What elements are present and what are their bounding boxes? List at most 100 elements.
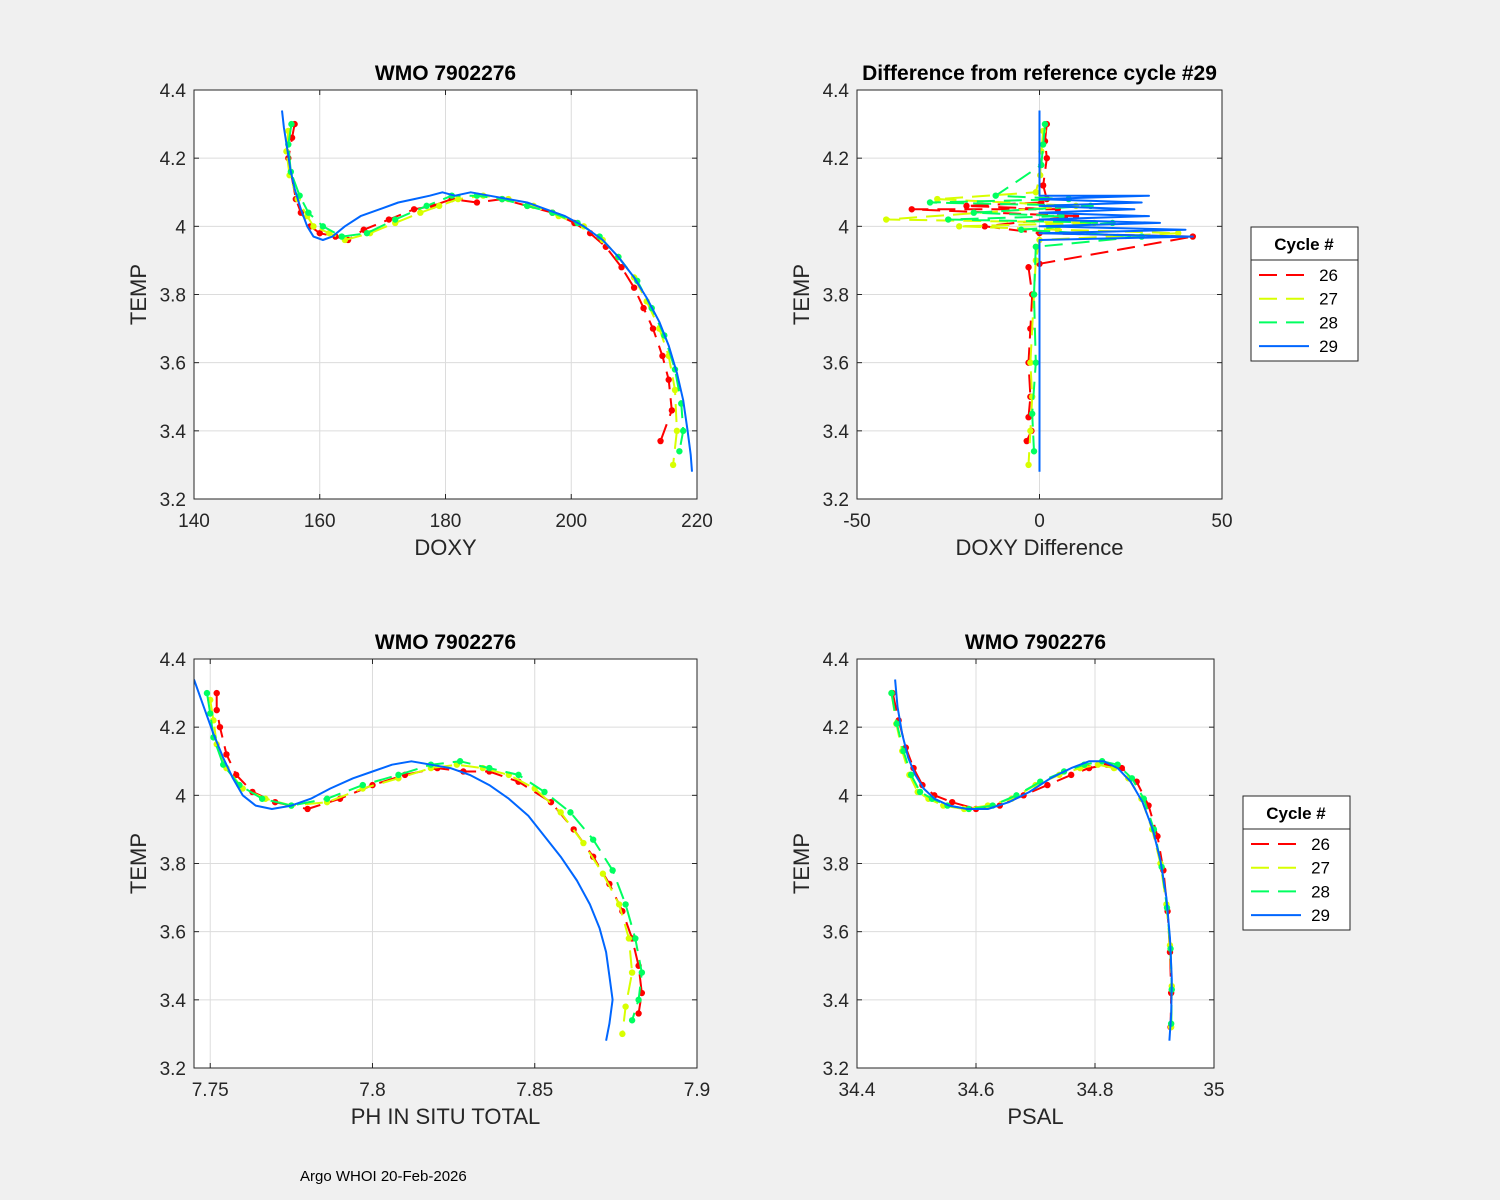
series-line-cycle-29 [894, 679, 1173, 1041]
axes-doxy-difference-vs-temp: -50 0 50 3.2 3.4 3.6 3.8 4 4.2 4.4 Difference from… [789, 62, 1233, 560]
y-tick-label: 4 [175, 786, 186, 807]
y-tick-label: 3.6 [823, 923, 849, 944]
data-point-cycle-26 [949, 798, 956, 806]
data-point-cycle-28 [258, 795, 266, 802]
x-axis-label: PSAL [1007, 1104, 1063, 1129]
data-point-cycle-26 [1025, 264, 1032, 271]
y-tick-label: 3.8 [160, 855, 186, 876]
x-tick-label: 7.85 [516, 1080, 553, 1101]
series-group [883, 110, 1197, 472]
data-point-cycle-27 [615, 901, 623, 908]
data-point-cycle-26 [630, 284, 638, 291]
data-point-cycle-28 [338, 233, 345, 240]
data-point-cycle-28 [1041, 120, 1049, 128]
y-tick-label: 3.8 [160, 286, 186, 307]
y-tick-label: 4.4 [160, 650, 187, 671]
data-point-cycle-28 [992, 192, 999, 199]
data-point-cycle-28 [622, 901, 629, 908]
series-line-cycle-29 [281, 110, 693, 472]
chart-title: WMO 7902276 [375, 62, 516, 85]
legend-box [1242, 795, 1351, 931]
data-point-cycle-26 [963, 202, 970, 210]
legend-label-cycle-26: 26 [1319, 266, 1338, 285]
data-point-cycle-26 [316, 229, 323, 237]
data-point-cycle-27 [619, 1030, 626, 1038]
x-axis-label: PH IN SITU TOTAL [351, 1104, 540, 1129]
data-point-cycle-28 [1058, 212, 1065, 220]
data-point-cycle-27 [1027, 359, 1034, 366]
x-tick-label: 34.4 [839, 1080, 876, 1101]
y-tick-label: 3.8 [823, 855, 849, 876]
legend-label-cycle-29: 29 [1311, 906, 1330, 925]
data-point-cycle-28 [632, 935, 639, 942]
y-axis-label: TEMP [789, 833, 814, 894]
legend-cycles-top: Cycle # 26 27 28 29 [1250, 226, 1359, 362]
data-point-cycle-26 [668, 407, 676, 414]
data-point-cycle-28 [1029, 410, 1036, 417]
data-point-cycle-26 [618, 264, 625, 271]
data-point-cycle-28 [900, 747, 907, 755]
legend-title: Cycle # [1266, 804, 1326, 823]
data-point-cycle-28 [319, 223, 327, 230]
data-point-cycle-26 [640, 304, 647, 312]
series-line-cycle-26 [215, 693, 643, 1014]
data-point-cycle-28 [676, 448, 683, 455]
legend-label-cycle-26: 26 [1311, 835, 1330, 854]
data-point-cycle-26 [473, 199, 481, 206]
data-point-cycle-26 [635, 1010, 642, 1017]
chart-title: Difference from reference cycle #29 [862, 62, 1217, 85]
data-point-cycle-28 [395, 771, 402, 779]
data-point-cycle-26 [649, 325, 657, 332]
y-tick-label: 3.8 [823, 286, 849, 307]
x-tick-label: 7.75 [192, 1080, 229, 1101]
data-point-cycle-26 [981, 223, 988, 230]
y-tick-label: 3.6 [160, 923, 186, 944]
legend-title: Cycle # [1274, 235, 1334, 254]
axes-doxy-vs-temp: 140 160 180 200 220 3.2 3.4 3.6 3.8 4 4.2 4.4 WMO 79… [126, 62, 713, 560]
data-point-cycle-27 [436, 202, 443, 210]
y-tick-label: 3.2 [823, 1059, 849, 1080]
x-tick-label: 200 [555, 511, 587, 532]
data-point-cycle-28 [486, 764, 493, 772]
y-tick-label: 4.2 [823, 149, 849, 170]
chart-title: WMO 7902276 [375, 631, 516, 654]
data-point-cycle-28 [679, 427, 687, 435]
data-point-cycle-26 [659, 352, 666, 360]
data-point-cycle-26 [1023, 437, 1030, 445]
y-tick-label: 3.2 [160, 490, 186, 511]
data-point-cycle-27 [310, 223, 317, 230]
x-tick-label: 140 [178, 511, 210, 532]
data-point-cycle-28 [203, 689, 211, 697]
data-point-cycle-28 [893, 720, 901, 727]
data-point-cycle-28 [907, 771, 915, 779]
data-point-cycle-26 [213, 706, 220, 714]
data-point-cycle-28 [515, 771, 522, 779]
y-tick-label: 4.2 [823, 718, 849, 739]
data-point-cycle-27 [1025, 461, 1032, 469]
data-point-cycle-27 [673, 427, 681, 435]
legend-box [1250, 226, 1359, 362]
data-point-cycle-28 [456, 758, 464, 765]
data-point-cycle-28 [970, 209, 977, 216]
data-point-cycle-27 [1032, 189, 1040, 196]
x-axis-label: DOXY [414, 535, 477, 560]
data-point-cycle-28 [1030, 291, 1038, 298]
data-point-cycle-28 [392, 216, 399, 223]
data-point-cycle-27 [622, 1003, 629, 1010]
y-tick-label: 3.4 [160, 422, 187, 443]
y-tick-label: 4 [175, 217, 186, 238]
x-tick-label: -50 [843, 511, 870, 532]
data-point-cycle-26 [223, 751, 230, 758]
y-tick-label: 4.2 [160, 149, 186, 170]
data-point-cycle-28 [609, 867, 616, 874]
data-point-cycle-27 [599, 870, 607, 877]
data-point-cycle-28 [567, 809, 574, 816]
data-point-cycle-26 [547, 798, 555, 806]
data-point-cycle-28 [363, 229, 371, 237]
axes-psal-vs-temp: 34.4 34.6 34.8 35 3.2 3.4 3.6 3.8 4 4.2 4.4 WMO 790… [789, 631, 1225, 1129]
data-point-cycle-28 [945, 216, 952, 223]
data-point-cycle-27 [454, 195, 462, 203]
axes-ph-vs-temp: 7.75 7.8 7.85 7.9 3.2 3.4 3.6 3.8 4 4.2 4.4 WMO 790… [126, 631, 710, 1129]
data-point-cycle-26 [665, 376, 672, 383]
